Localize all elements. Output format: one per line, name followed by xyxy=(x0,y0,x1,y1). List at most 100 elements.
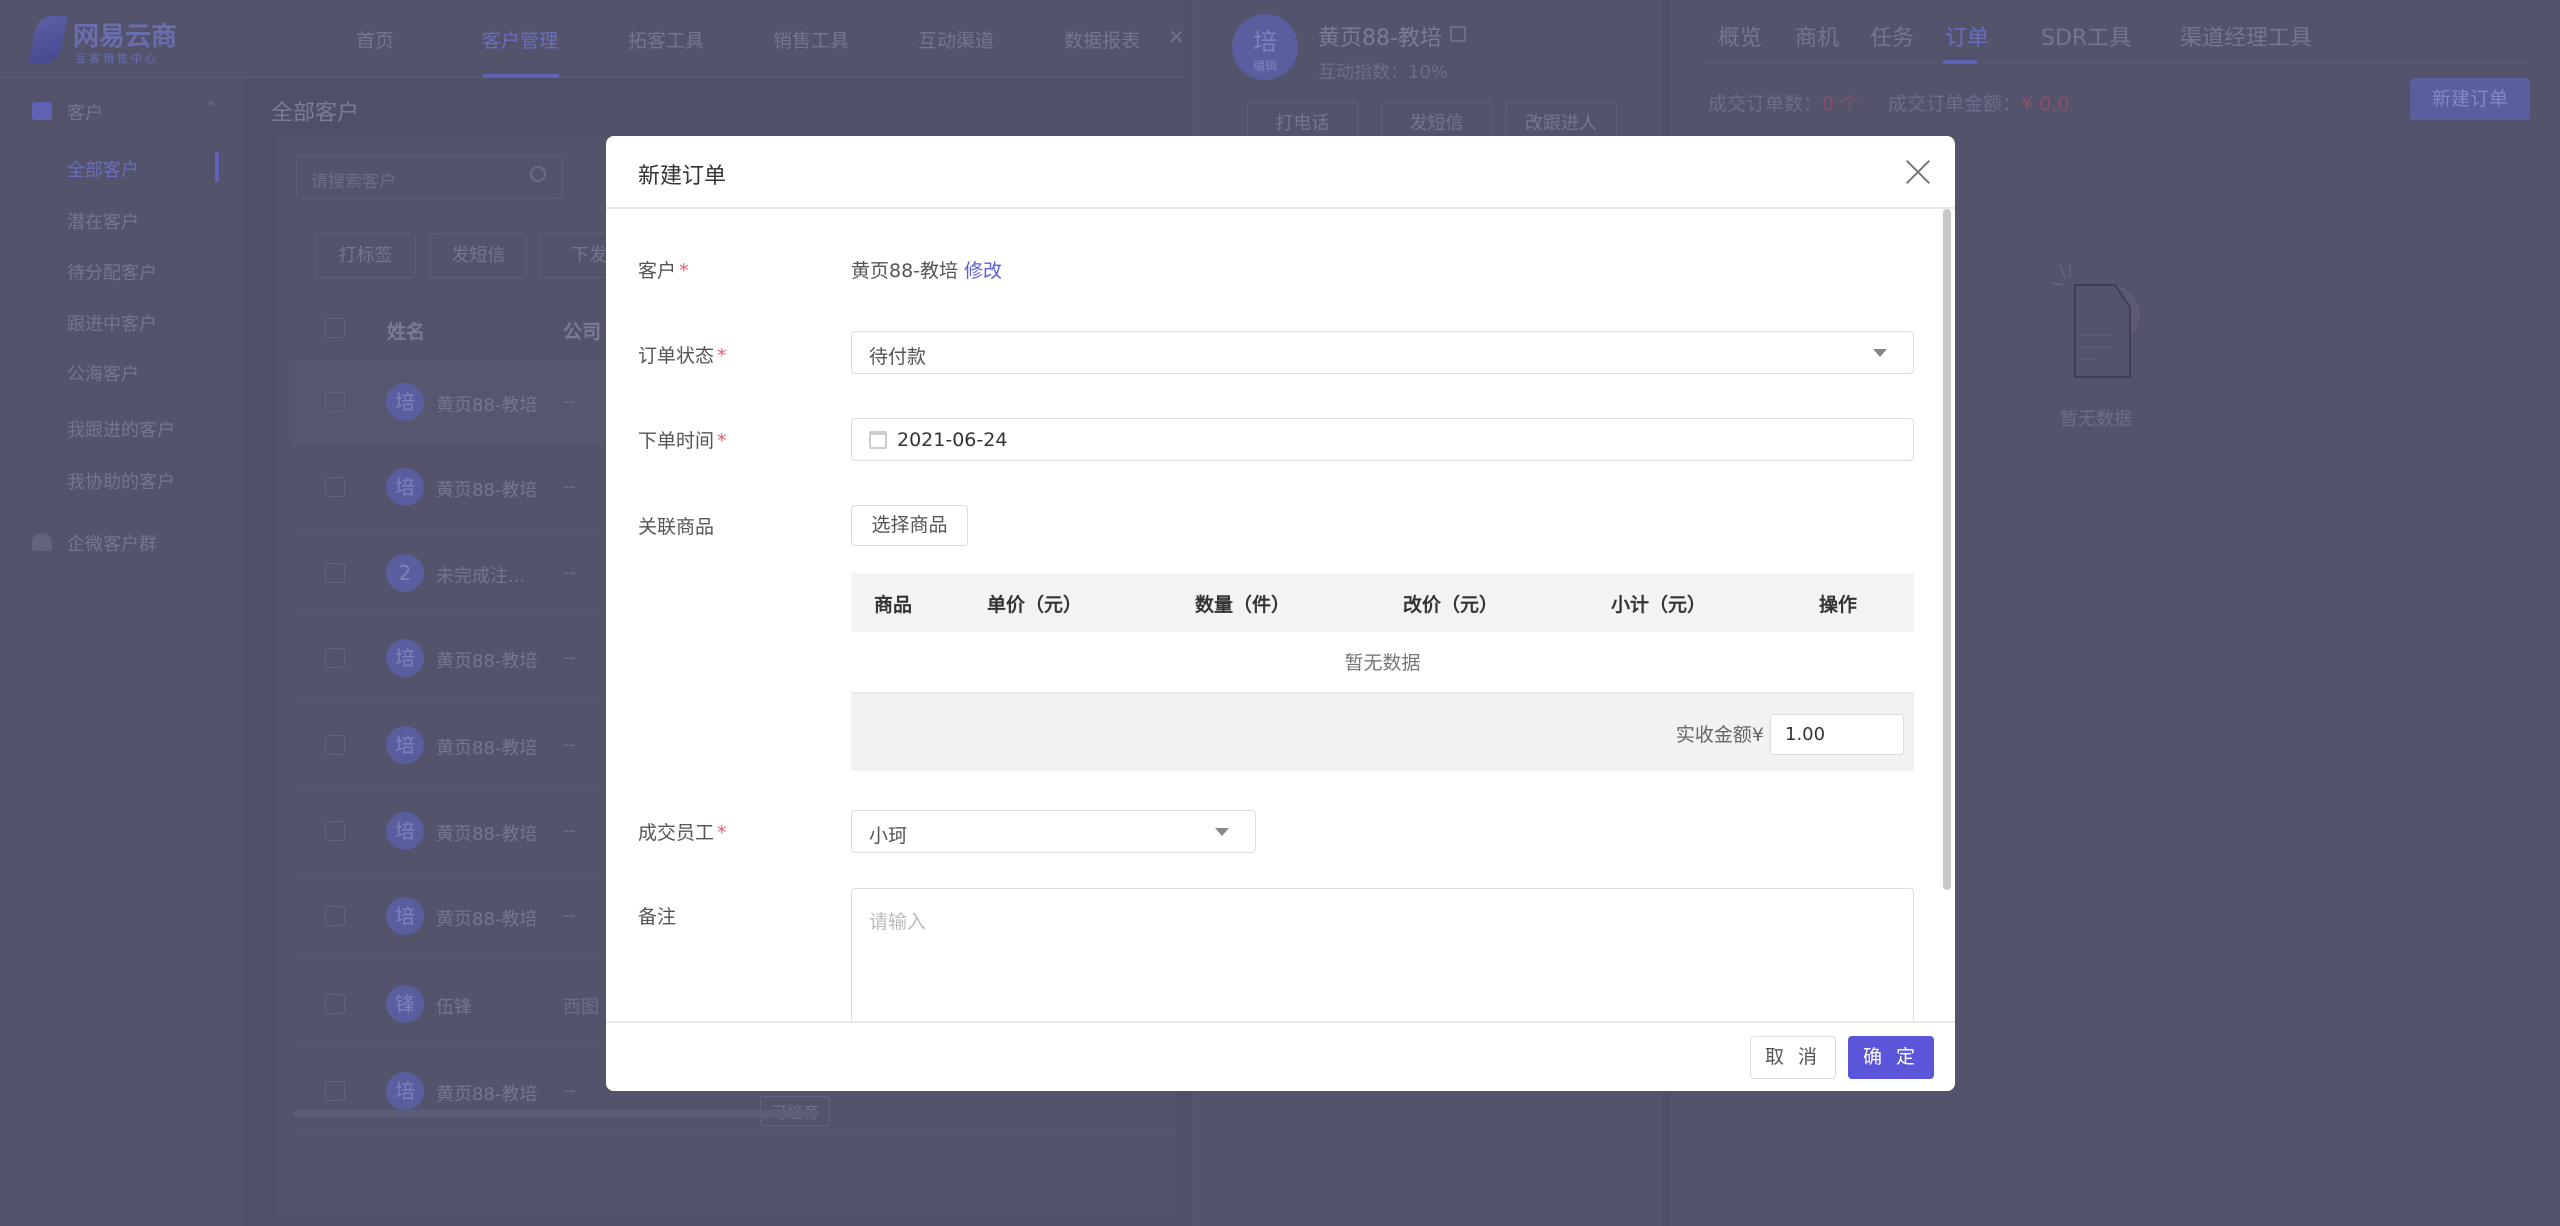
date-label-text: 下单时间 xyxy=(638,430,715,452)
customer-name[interactable]: 伍锋 xyxy=(436,997,472,1018)
sidebar-group-wecom[interactable]: 企微客户群 xyxy=(67,534,157,555)
remark-label: 备注 xyxy=(638,906,677,928)
received-amount-input[interactable]: 1.00 xyxy=(1770,714,1904,755)
avatar[interactable]: 培 编辑 xyxy=(1232,14,1298,80)
sidebar-item-4[interactable]: 公海客户 xyxy=(67,364,139,385)
empty-text: 暂无数据 xyxy=(2060,409,2132,430)
customer-name[interactable]: 黄页88-教培 xyxy=(436,395,538,416)
nav-item-1[interactable]: 客户管理 xyxy=(481,30,559,52)
tab-0[interactable]: 概览 xyxy=(1718,26,1763,51)
edit-icon[interactable] xyxy=(1450,26,1466,42)
new-order-dialog: 新建订单 客户 * 黄页88-教培 修改 订单状态 * 待付款 下单时间 * 2021-… xyxy=(606,136,1955,1091)
page-title: 全部客户 xyxy=(271,101,360,126)
order-date-picker[interactable]: 2021-06-24 xyxy=(851,418,1914,461)
logo-subtitle: 互客销售中心 xyxy=(75,52,159,65)
customer-name: 黄页88-教培 xyxy=(851,260,959,282)
tab-3[interactable]: 订单 xyxy=(1945,26,1990,51)
avatar-edit[interactable]: 编辑 xyxy=(1252,59,1277,73)
sms-button[interactable]: 发短信 xyxy=(430,233,527,278)
tab-4[interactable]: SDR工具 xyxy=(2041,26,2132,51)
caret-down-icon xyxy=(1873,349,1887,357)
caret-down-icon xyxy=(1215,828,1229,836)
row-checkbox[interactable] xyxy=(325,994,345,1014)
status-label: 订单状态 * xyxy=(638,341,727,368)
customer-value: 黄页88-教培 修改 xyxy=(851,256,1002,283)
row-checkbox[interactable] xyxy=(325,563,345,583)
tab-2[interactable]: 任务 xyxy=(1870,26,1915,51)
dialog-scrollbar[interactable] xyxy=(1943,209,1951,890)
sidebar-group-customer[interactable]: 客户 xyxy=(67,103,103,124)
customer-label: 客户 * xyxy=(638,256,689,283)
order-date-value: 2021-06-24 xyxy=(897,429,1008,451)
dialog-header: 新建订单 xyxy=(606,136,1955,209)
select-goods-button[interactable]: 选择商品 xyxy=(851,505,968,546)
edit-customer-link[interactable]: 修改 xyxy=(964,260,1003,282)
close-icon[interactable]: × xyxy=(1168,24,1185,48)
customer-name[interactable]: 黄页88-教培 xyxy=(436,824,538,845)
nav-item-4[interactable]: 互动渠道 xyxy=(917,30,995,52)
avatar: 培 xyxy=(386,1072,424,1110)
select-all-checkbox[interactable] xyxy=(325,318,345,338)
customer-name[interactable]: 黄页88-教培 xyxy=(436,480,538,501)
required-mark: * xyxy=(717,822,727,844)
nav-item-0[interactable]: 首页 xyxy=(355,30,395,52)
sidebar xyxy=(0,78,245,1226)
logo-title: 网易云商 xyxy=(73,22,178,52)
sidebar-item-0[interactable]: 全部客户 xyxy=(67,160,139,181)
avatar: 锋 xyxy=(386,985,424,1023)
row-divider xyxy=(290,1133,1180,1134)
staff-select[interactable]: 小珂 xyxy=(851,810,1256,853)
avatar: 培 xyxy=(386,726,424,764)
sidebar-item-1[interactable]: 潜在客户 xyxy=(67,212,139,233)
row-checkbox[interactable] xyxy=(325,1081,345,1101)
customer-company: -- xyxy=(563,391,576,412)
tag-button[interactable]: 打标签 xyxy=(315,233,416,278)
row-checkbox[interactable] xyxy=(325,648,345,668)
customer-company: -- xyxy=(563,1080,576,1101)
row-checkbox[interactable] xyxy=(325,735,345,755)
customer-company: -- xyxy=(563,734,576,755)
customer-name[interactable]: 黄页88-教培 xyxy=(436,1084,538,1105)
close-icon[interactable] xyxy=(1904,158,1932,186)
row-checkbox[interactable] xyxy=(325,477,345,497)
search-icon[interactable] xyxy=(530,166,546,182)
required-mark: * xyxy=(679,260,689,282)
column-header-name: 姓名 xyxy=(387,321,426,343)
avatar: 培 xyxy=(386,383,424,421)
customer-name[interactable]: 黄页88-教培 xyxy=(436,651,538,672)
column-actions: 操作 xyxy=(1819,594,1858,616)
sidebar-item-3[interactable]: 跟进中客户 xyxy=(67,314,157,335)
tab-1[interactable]: 商机 xyxy=(1795,26,1840,51)
remark-textarea[interactable]: 请输入 xyxy=(851,888,1914,1028)
customer-company: -- xyxy=(563,905,576,926)
new-order-button[interactable]: 新建订单 xyxy=(2410,78,2530,120)
row-checkbox[interactable] xyxy=(325,821,345,841)
nav-item-2[interactable]: 拓客工具 xyxy=(627,30,705,52)
customer-name[interactable]: 未完成注... xyxy=(436,566,526,587)
sidebar-item-2[interactable]: 待分配客户 xyxy=(67,263,157,284)
empty-document-icon xyxy=(2051,263,2140,378)
tab-5[interactable]: 渠道经理工具 xyxy=(2180,26,2313,51)
row-checkbox[interactable] xyxy=(325,906,345,926)
customer-name: 黄页88-教培 xyxy=(1318,26,1442,51)
nav-item-3[interactable]: 销售工具 xyxy=(772,30,850,52)
date-label: 下单时间 * xyxy=(638,426,727,453)
column-quantity: 数量（件） xyxy=(1195,594,1291,616)
tab-divider xyxy=(1700,62,2530,63)
sidebar-item-6[interactable]: 我协助的客户 xyxy=(67,472,175,493)
confirm-button[interactable]: 确 定 xyxy=(1848,1036,1934,1079)
search-input[interactable]: 请搜索客户 xyxy=(296,155,563,199)
staff-label: 成交员工 * xyxy=(638,818,727,845)
chevron-up-icon[interactable]: ^ xyxy=(205,100,217,116)
column-goods: 商品 xyxy=(874,594,913,616)
customer-name[interactable]: 黄页88-教培 xyxy=(436,909,538,930)
horizontal-scrollbar[interactable] xyxy=(293,1110,819,1118)
order-status-select[interactable]: 待付款 xyxy=(851,331,1914,374)
cancel-button[interactable]: 取 消 xyxy=(1750,1036,1836,1079)
row-checkbox[interactable] xyxy=(325,392,345,412)
customer-name[interactable]: 黄页88-教培 xyxy=(436,738,538,759)
logo[interactable]: 网易云商 互客销售中心 xyxy=(27,16,193,66)
sidebar-item-5[interactable]: 我跟进的客户 xyxy=(67,420,175,441)
nav-item-5[interactable]: 数据报表 xyxy=(1063,30,1141,52)
customer-company: -- xyxy=(563,647,576,668)
